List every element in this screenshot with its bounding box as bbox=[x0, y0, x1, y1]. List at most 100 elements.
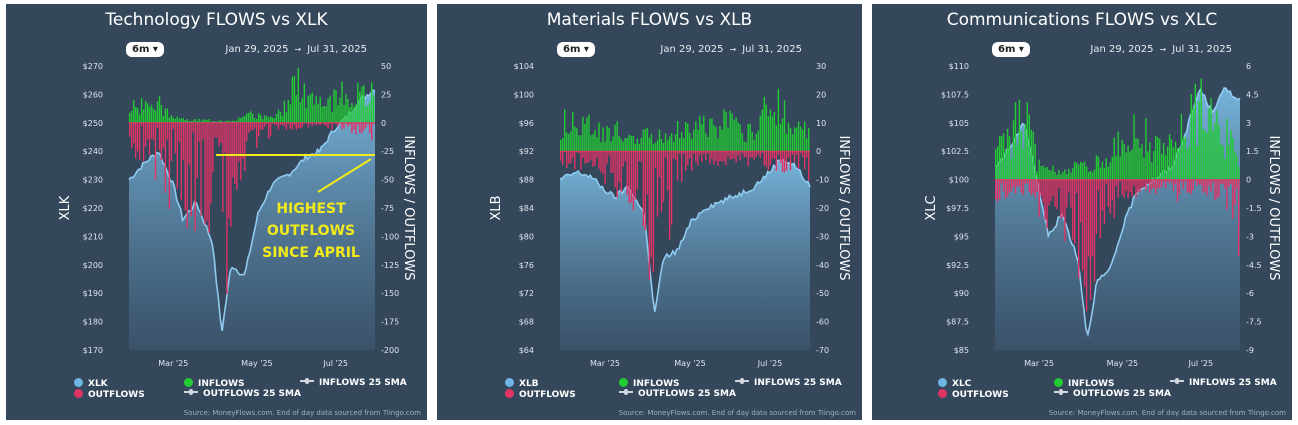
legend-item-inflows-sma[interactable]: INFLOWS 25 SMA bbox=[735, 378, 842, 388]
legend-item-price[interactable]: XLK bbox=[74, 378, 108, 389]
outflow-bar bbox=[1133, 179, 1135, 186]
outflow-bar bbox=[1180, 179, 1183, 182]
outflow-bar bbox=[630, 151, 632, 203]
inflow-bar bbox=[1046, 167, 1048, 180]
inflow-bar bbox=[1036, 171, 1038, 180]
outflow-bar bbox=[729, 151, 731, 160]
outflow-bar bbox=[252, 122, 254, 131]
inflow-bar bbox=[256, 118, 258, 123]
outflow-bar bbox=[1182, 179, 1185, 190]
outflow-bar bbox=[311, 122, 313, 127]
inflow-bar bbox=[1123, 143, 1125, 180]
outflow-bar bbox=[767, 151, 770, 171]
legend-item-outflows[interactable]: OUTFLOWS bbox=[938, 389, 1009, 400]
period-selector-button[interactable]: 6m ▾ bbox=[992, 42, 1030, 57]
period-selector-button[interactable]: 6m ▾ bbox=[126, 42, 164, 57]
outflow-bar bbox=[1153, 179, 1155, 188]
outflow-bar bbox=[799, 151, 802, 154]
legend-item-outflows-sma[interactable]: OUTFLOWS 25 SMA bbox=[619, 389, 736, 399]
legend-item-price[interactable]: XLC bbox=[938, 378, 971, 389]
legend-item-inflows[interactable]: INFLOWS bbox=[184, 378, 245, 389]
outflow-bar bbox=[246, 122, 248, 141]
inflow-bar bbox=[793, 127, 796, 152]
legend-item-inflows-sma[interactable]: INFLOWS 25 SMA bbox=[1170, 378, 1277, 388]
outflow-bar bbox=[263, 122, 266, 127]
inflow-bar bbox=[769, 109, 772, 152]
inflow-bar bbox=[804, 121, 806, 152]
flow-tick-label: -125 bbox=[381, 261, 399, 270]
outflow-bar bbox=[291, 122, 294, 130]
inflow-bar bbox=[727, 127, 729, 152]
inflow-bar bbox=[616, 121, 618, 152]
outflow-bar bbox=[1194, 179, 1196, 181]
outflow-bar bbox=[1186, 179, 1189, 193]
outflow-bar bbox=[1129, 179, 1131, 192]
legend-item-price[interactable]: XLB bbox=[505, 378, 539, 389]
inflow-bar bbox=[246, 113, 248, 123]
outflow-bar bbox=[1004, 179, 1007, 199]
outflow-bar bbox=[1076, 179, 1078, 193]
inflow-bar bbox=[240, 118, 242, 123]
inflow-bar bbox=[1228, 145, 1230, 180]
outflow-bar bbox=[1012, 179, 1015, 187]
inflow-bar bbox=[654, 142, 657, 152]
inflow-bar bbox=[1056, 175, 1058, 180]
inflow-bar bbox=[135, 107, 137, 123]
outflow-bar bbox=[1070, 179, 1072, 208]
legend-item-outflows[interactable]: OUTFLOWS bbox=[74, 389, 145, 400]
legend-item-inflows[interactable]: INFLOWS bbox=[619, 378, 680, 389]
inflow-bar bbox=[797, 121, 800, 152]
inflow-bar bbox=[174, 118, 176, 123]
outflow-bar bbox=[640, 151, 642, 163]
line-marker-icon bbox=[184, 389, 198, 395]
outflow-bar bbox=[1080, 179, 1082, 223]
inflow-bar bbox=[1162, 142, 1165, 180]
outflow-bar bbox=[323, 122, 325, 125]
outflow-bar bbox=[1176, 179, 1179, 202]
period-selector-button[interactable]: 6m ▾ bbox=[557, 42, 595, 57]
legend-item-outflows-sma[interactable]: OUTFLOWS 25 SMA bbox=[184, 389, 301, 399]
date-range[interactable]: Jan 29, 2025 → Jul 31, 2025 bbox=[225, 44, 367, 55]
outflow-bar bbox=[1034, 179, 1036, 198]
inflow-bar bbox=[806, 138, 808, 152]
inflow-bar bbox=[1145, 118, 1147, 180]
inflow-bar bbox=[652, 143, 655, 152]
outflow-bar bbox=[1054, 179, 1056, 207]
inflow-bar bbox=[301, 98, 303, 123]
outflow-bar bbox=[301, 122, 303, 128]
inflow-bar bbox=[1234, 151, 1236, 180]
flow-tick-label: -9 bbox=[1246, 346, 1254, 355]
x-tick-label: Mar '25 bbox=[590, 359, 620, 368]
inflow-bar bbox=[640, 138, 642, 152]
date-to: Jul 31, 2025 bbox=[742, 44, 802, 55]
inflow-bar bbox=[269, 116, 272, 123]
date-range[interactable]: Jan 29, 2025 → Jul 31, 2025 bbox=[1090, 44, 1232, 55]
circle-icon bbox=[619, 378, 628, 387]
outflow-bar bbox=[723, 151, 725, 162]
outflow-bar bbox=[210, 122, 212, 204]
outflow-bar bbox=[648, 151, 651, 280]
outflow-bar bbox=[1162, 179, 1165, 182]
outflow-bar bbox=[773, 151, 776, 159]
legend-item-inflows[interactable]: INFLOWS bbox=[1054, 378, 1115, 389]
inflow-bar bbox=[1028, 114, 1030, 180]
inflow-bar bbox=[1089, 170, 1092, 180]
legend-item-outflows[interactable]: OUTFLOWS bbox=[505, 389, 576, 400]
inflow-bar bbox=[1000, 135, 1003, 180]
outflow-bar bbox=[327, 122, 329, 129]
inflow-bar bbox=[799, 126, 802, 152]
inflow-bar bbox=[371, 82, 373, 123]
outflow-bar bbox=[801, 151, 804, 158]
inflow-bar bbox=[739, 124, 741, 152]
inflow-bar bbox=[214, 121, 216, 123]
inflow-bar bbox=[1066, 174, 1068, 180]
date-range[interactable]: Jan 29, 2025 → Jul 31, 2025 bbox=[660, 44, 802, 55]
inflow-bar bbox=[1111, 156, 1113, 180]
inflow-bar bbox=[1200, 78, 1202, 180]
outflow-bar bbox=[632, 151, 634, 211]
legend-item-outflows-sma[interactable]: OUTFLOWS 25 SMA bbox=[1054, 389, 1171, 399]
inflow-bar bbox=[1095, 155, 1098, 180]
outflow-bar bbox=[584, 151, 586, 164]
inflow-bar bbox=[363, 85, 365, 123]
legend-item-inflows-sma[interactable]: INFLOWS 25 SMA bbox=[300, 378, 407, 388]
